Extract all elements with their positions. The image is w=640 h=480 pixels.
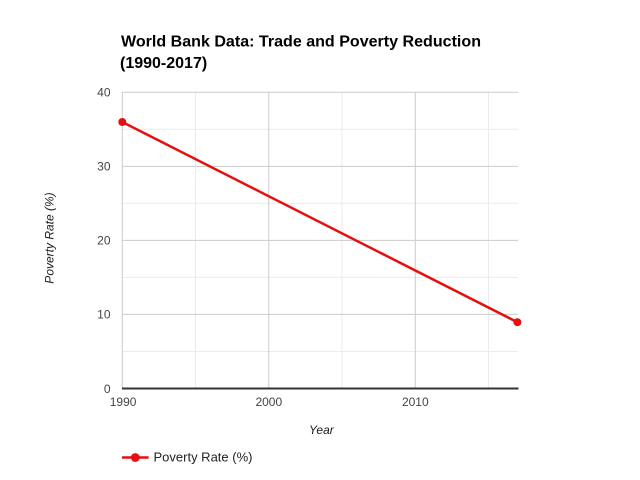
- svg-text:20: 20: [97, 234, 111, 248]
- svg-text:1990: 1990: [110, 395, 137, 409]
- svg-text:World Bank Data: Trade and Pov: World Bank Data: Trade and Poverty Reduc…: [121, 33, 481, 50]
- svg-text:10: 10: [97, 308, 111, 322]
- svg-text:Year: Year: [309, 423, 335, 437]
- svg-text:30: 30: [97, 160, 111, 174]
- svg-text:(1990-2017): (1990-2017): [120, 55, 207, 72]
- svg-text:2010: 2010: [402, 395, 429, 409]
- svg-text:40: 40: [97, 86, 111, 100]
- svg-text:Poverty Rate (%): Poverty Rate (%): [43, 192, 57, 283]
- svg-text:0: 0: [104, 382, 111, 396]
- svg-text:2000: 2000: [255, 395, 282, 409]
- svg-text:Poverty Rate (%): Poverty Rate (%): [154, 449, 253, 464]
